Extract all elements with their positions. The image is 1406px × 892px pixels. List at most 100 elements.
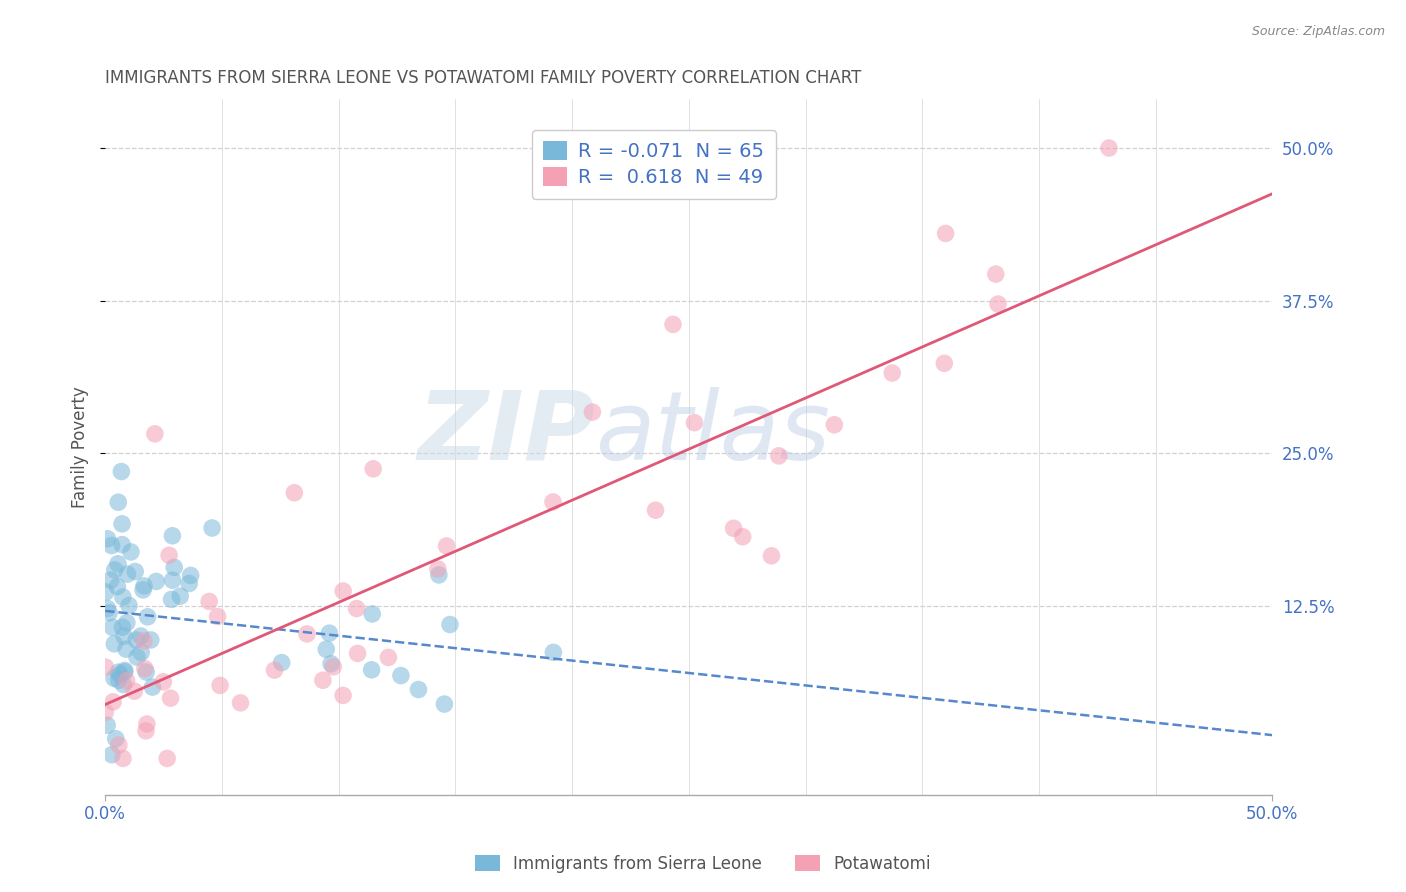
Point [201, 521, 224, 535]
Point [731, 530, 754, 544]
Point [263, 663, 285, 677]
Point [96, 718, 118, 732]
Point [112, 677, 135, 691]
Point [270, 656, 292, 670]
Point [346, 601, 368, 615]
Point [132, 582, 155, 597]
Point [110, 465, 132, 479]
Point [283, 485, 305, 500]
Point [139, 632, 162, 647]
Point [207, 609, 229, 624]
Point [162, 573, 184, 587]
Point [163, 560, 186, 574]
Point [209, 678, 232, 692]
Point [96, 532, 118, 546]
Point [156, 751, 179, 765]
Point [125, 633, 148, 648]
Point [100, 573, 122, 587]
Point [141, 680, 163, 694]
Point [162, 529, 184, 543]
Point [723, 521, 745, 535]
Point [115, 615, 138, 630]
Point [433, 697, 456, 711]
Point [101, 695, 124, 709]
Point [111, 620, 134, 634]
Point [135, 717, 157, 731]
Point [159, 691, 181, 706]
Point [98, 606, 121, 620]
Text: IMMIGRANTS FROM SIERRA LEONE VS POTAWATOMI FAMILY POVERTY CORRELATION CHART: IMMIGRANTS FROM SIERRA LEONE VS POTAWATO… [105, 69, 862, 87]
Point [581, 405, 603, 419]
Point [436, 539, 458, 553]
Point [114, 664, 136, 678]
Point [160, 592, 183, 607]
Point [107, 495, 129, 509]
Point [129, 629, 152, 643]
Point [935, 227, 957, 241]
Point [129, 646, 152, 660]
Point [360, 663, 382, 677]
Point [108, 738, 131, 752]
Point [198, 594, 221, 608]
Point [295, 627, 318, 641]
Point [180, 568, 202, 582]
Point [408, 682, 430, 697]
Point [543, 645, 565, 659]
Point [104, 563, 127, 577]
Point [111, 516, 134, 531]
Point [103, 671, 125, 685]
Point [107, 673, 129, 688]
Point [319, 657, 342, 671]
Point [96, 601, 118, 615]
Point [108, 667, 131, 681]
Point [987, 297, 1010, 311]
Point [107, 580, 129, 594]
Point [169, 589, 191, 603]
Point [135, 665, 157, 679]
Y-axis label: Family Poverty: Family Poverty [72, 386, 89, 508]
Point [934, 356, 956, 370]
Point [100, 539, 122, 553]
Point [312, 673, 335, 688]
Text: Source: ZipAtlas.com: Source: ZipAtlas.com [1251, 25, 1385, 38]
Point [111, 590, 134, 604]
Point [984, 267, 1007, 281]
Point [103, 637, 125, 651]
Point [101, 747, 124, 762]
Point [157, 548, 180, 562]
Point [322, 660, 344, 674]
Point [427, 568, 450, 582]
Point [124, 684, 146, 698]
Point [179, 576, 201, 591]
Point [135, 723, 157, 738]
Point [114, 665, 136, 679]
Point [94, 585, 117, 599]
Point [143, 426, 166, 441]
Point [644, 503, 666, 517]
Point [377, 650, 399, 665]
Point [115, 642, 138, 657]
Point [761, 549, 783, 563]
Point [361, 607, 384, 621]
Point [1098, 141, 1121, 155]
Point [426, 562, 449, 576]
Point [112, 629, 135, 643]
Point [107, 665, 129, 680]
Point [882, 366, 904, 380]
Point [152, 674, 174, 689]
Point [145, 574, 167, 589]
Legend: Immigrants from Sierra Leone, Potawatomi: Immigrants from Sierra Leone, Potawatomi [468, 848, 938, 880]
Point [117, 567, 139, 582]
Point [315, 642, 337, 657]
Legend: R = -0.071  N = 65, R =  0.618  N = 49: R = -0.071 N = 65, R = 0.618 N = 49 [531, 129, 776, 199]
Point [134, 662, 156, 676]
Point [111, 751, 134, 765]
Point [120, 545, 142, 559]
Point [318, 626, 340, 640]
Point [118, 599, 141, 613]
Text: atlas: atlas [595, 387, 831, 480]
Point [229, 696, 252, 710]
Point [111, 538, 134, 552]
Point [662, 318, 685, 332]
Point [823, 417, 845, 432]
